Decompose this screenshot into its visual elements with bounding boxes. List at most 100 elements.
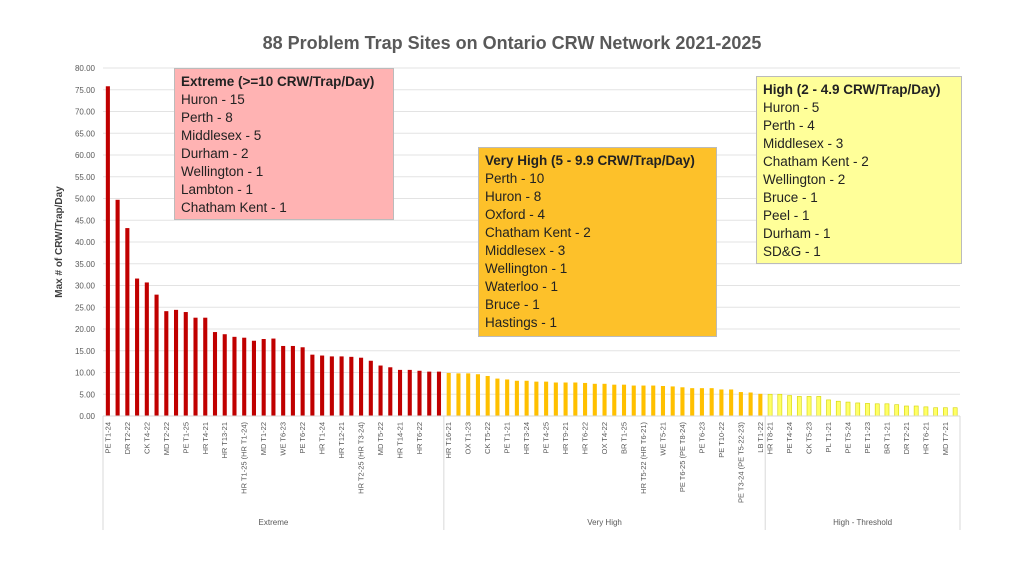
bar-very-high: [690, 388, 695, 416]
bar-very-high: [466, 373, 471, 416]
legend-box-very-high: Very High (5 - 9.9 CRW/Trap/Day) Perth - …: [478, 147, 717, 337]
group-label: Very High: [587, 518, 622, 527]
y-tick-label: 75.00: [75, 86, 96, 95]
legend-item: Middlesex - 3: [763, 136, 844, 151]
bar-very-high: [729, 389, 734, 416]
x-tick-label: CK T5-23: [805, 422, 814, 454]
bar-high-threshold: [855, 402, 861, 417]
group-label: High - Threshold: [833, 518, 892, 527]
bar-very-high: [475, 374, 480, 416]
bar-high-threshold: [913, 405, 919, 417]
bar-very-high: [680, 387, 685, 416]
bar-high-threshold: [874, 403, 880, 417]
bar-very-high: [495, 378, 500, 416]
bar-extreme: [173, 309, 179, 416]
legend-heading: Extreme (>=10 CRW/Trap/Day): [181, 74, 375, 89]
x-tick-label: OX T4-22: [600, 422, 609, 454]
x-tick-label: BR T1-25: [620, 422, 629, 454]
legend-item: Middlesex - 3: [485, 243, 566, 258]
y-axis-title: Max # of CRW/Trap/Day: [54, 186, 65, 298]
bar-extreme: [300, 347, 305, 416]
bar-very-high: [602, 383, 607, 416]
y-tick-label: 35.00: [75, 260, 96, 269]
x-tick-label: MD T1-22: [259, 422, 268, 455]
legend-item: Chatham Kent - 2: [485, 225, 591, 240]
bar-extreme: [417, 370, 422, 416]
bar-high-threshold: [787, 395, 792, 417]
y-tick-label: 65.00: [75, 129, 96, 138]
legend-item: Hastings - 1: [485, 315, 558, 330]
legend-box-extreme: Extreme (>=10 CRW/Trap/Day) Huron - 15 Per…: [174, 68, 394, 220]
bar-extreme: [359, 357, 364, 416]
x-tick-label: HR T16-21: [444, 422, 453, 459]
x-tick-label: HR T3-24: [522, 422, 531, 454]
bar-high-threshold: [943, 407, 948, 417]
bar-very-high: [446, 372, 451, 416]
y-tick-label: 50.00: [75, 195, 96, 204]
bar-very-high: [485, 375, 490, 416]
x-tick-label: PE T6-23: [697, 422, 706, 454]
x-tick-label: PE T3-24 (PE T5-22-23): [736, 422, 745, 504]
y-tick-label: 30.00: [75, 282, 96, 291]
bar-extreme: [320, 355, 325, 416]
legend-box-high: High (2 - 4.9 CRW/Trap/Day) Huron - 5 Pert…: [756, 76, 962, 264]
bar-high-threshold: [923, 406, 929, 417]
y-tick-label: 20.00: [75, 325, 96, 334]
bar-very-high: [631, 385, 636, 416]
bar-high-threshold: [806, 396, 812, 417]
bar-extreme: [407, 369, 412, 416]
bar-high-threshold: [845, 401, 851, 417]
legend-item: Waterloo - 1: [485, 279, 559, 294]
legend-item: Bruce - 1: [763, 190, 818, 205]
legend-item: Chatham Kent - 2: [763, 154, 869, 169]
bar-very-high: [505, 379, 510, 416]
x-tick-label: PE T1-21: [503, 422, 512, 454]
x-tick-label: HR T13-21: [220, 422, 229, 459]
x-tick-label: WE T6-23: [279, 422, 288, 456]
bar-high-threshold: [894, 404, 900, 417]
legend-item: Huron - 5: [763, 100, 820, 115]
x-tick-label: HR T14-21: [396, 422, 405, 459]
bar-very-high: [514, 380, 519, 416]
bar-very-high: [621, 384, 627, 416]
x-tick-label: PE T1-24: [103, 422, 112, 454]
bar-very-high: [534, 381, 539, 416]
bar-high-threshold: [865, 403, 870, 417]
x-tick-label: CK T4-22: [142, 422, 151, 454]
x-tick-label: CK T5-22: [483, 422, 492, 454]
bar-extreme: [427, 371, 432, 416]
bar-very-high: [748, 392, 753, 416]
bar-high-threshold: [904, 405, 909, 417]
x-tick-label: HR T1-25 (HR T1-24): [240, 422, 249, 494]
x-tick-label: DR T2-21: [902, 422, 911, 454]
y-tick-label: 40.00: [75, 238, 96, 247]
bar-high-threshold: [767, 393, 773, 417]
x-tick-label: HR T5-22 (HR T6-21): [639, 422, 648, 494]
bar-extreme: [115, 199, 120, 416]
bar-very-high: [641, 385, 646, 416]
bar-extreme: [135, 278, 140, 416]
bar-high-threshold: [796, 396, 802, 417]
x-tick-label: MD T2-22: [162, 422, 171, 455]
bar-very-high: [456, 373, 461, 416]
bar-very-high: [699, 388, 704, 416]
bar-very-high: [524, 380, 529, 416]
bar-high-threshold: [884, 403, 890, 417]
bar-extreme: [436, 371, 442, 416]
bar-high-threshold: [816, 396, 822, 417]
bar-extreme: [261, 339, 266, 416]
x-tick-label: MD T7-21: [941, 422, 950, 455]
bar-extreme: [105, 86, 110, 417]
bar-extreme: [310, 354, 315, 416]
y-tick-label: 10.00: [75, 369, 96, 378]
y-tick-label: 45.00: [75, 216, 96, 225]
x-tick-label: PE T6-22: [298, 422, 307, 454]
y-tick-label: 55.00: [75, 173, 96, 182]
bar-high-threshold: [952, 407, 958, 417]
x-tick-label: HR T6-22: [415, 422, 424, 454]
legend-item: Wellington - 1: [181, 164, 264, 179]
x-tick-label: OX T1-23: [464, 422, 473, 454]
x-tick-label: HR T4-21: [201, 422, 210, 454]
chart-title: 88 Problem Trap Sites on Ontario CRW Net…: [262, 33, 762, 53]
bar-extreme: [290, 345, 295, 416]
